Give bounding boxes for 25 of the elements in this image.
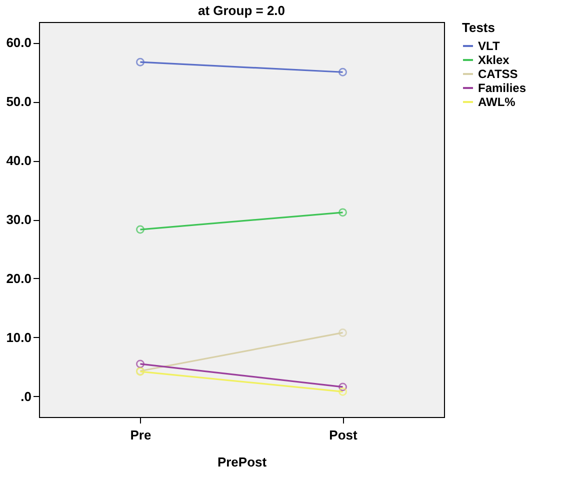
y-tick-label: 60.0 (6, 35, 32, 50)
y-tick-label: 50.0 (6, 94, 32, 110)
point (136, 360, 144, 368)
legend-label: CATSS (478, 67, 518, 81)
y-tick-label: 30.0 (6, 212, 32, 227)
point (136, 58, 144, 66)
legend-label: VLT (478, 39, 500, 53)
point (338, 68, 347, 76)
point (338, 387, 347, 396)
y-tick-label: 40.0 (6, 153, 32, 168)
y-tick-label: 10.0 (6, 330, 32, 345)
legend-title: Tests (462, 20, 495, 35)
x-tick-label: Pre (130, 428, 152, 442)
point (338, 382, 347, 392)
legend-label: Families (478, 81, 526, 95)
point (338, 208, 347, 217)
chart-title: at Group = 2.0 (198, 3, 286, 18)
point (136, 225, 144, 234)
legend-label: Xklex (478, 53, 510, 67)
x-tick-label: Post (329, 428, 358, 442)
x-axis-title: PrePost (217, 454, 268, 470)
y-tick-label: .0 (20, 388, 32, 404)
y-tick-label: 20.0 (6, 270, 32, 286)
point (338, 328, 347, 337)
legend-label: AWL% (478, 95, 516, 109)
